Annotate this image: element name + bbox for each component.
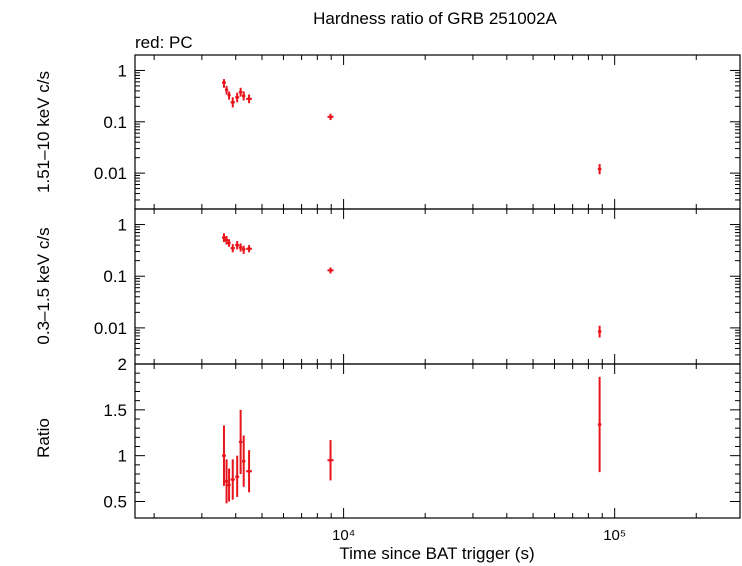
y-tick-label: 0.1 [103,267,127,286]
y-tick-label: 1.5 [103,401,127,420]
point-marker [231,477,235,482]
point-marker [227,93,231,97]
y-tick-label: 0.1 [103,113,127,132]
point-marker [239,440,243,444]
point-marker [247,97,251,101]
data-point [224,236,229,245]
point-marker [235,475,239,479]
chart-title: Hardness ratio of GRB 251002A [313,9,557,28]
point-marker [239,245,243,250]
panel-frame [134,208,741,365]
data-point [238,87,243,97]
y-tick-label: 1 [118,447,127,466]
data-point [597,164,602,175]
middle-panel-ylabel: 0.3–1.5 keV c/s [34,227,53,344]
point-marker [222,454,226,458]
point-marker [242,94,246,98]
data-point [227,91,231,100]
point-marker [224,238,229,242]
data-point [222,233,226,242]
point-marker [328,268,333,272]
y-tick-label: 2 [118,355,127,374]
data-point [597,325,602,338]
data-point [246,245,252,253]
point-marker [231,246,235,250]
y-tick-label: 0.01 [94,164,127,183]
point-marker [242,247,246,252]
panel-middle: 1 0.1 0.01 [94,208,741,365]
data-point [242,245,246,254]
point-marker [247,247,251,251]
data-point [597,376,602,473]
point-marker [598,167,602,171]
data-point [242,435,246,487]
data-point [327,440,334,481]
point-marker [222,80,226,85]
panel-bottom: 2 1.5 1 0.5 10⁴ 10⁵ [103,355,741,544]
x-axis-label: Time since BAT trigger (s) [339,544,534,563]
y-tick-label: 0.01 [94,319,127,338]
data-point [242,91,246,101]
point-marker [598,422,602,427]
data-point [227,468,231,502]
data-point [246,450,252,493]
data-point [224,459,229,504]
bottom-panel-ylabel: Ratio [34,418,53,458]
data-point [230,97,235,108]
data-point [238,243,243,252]
point-marker [239,90,243,94]
point-marker [247,469,251,473]
data-point [235,241,240,250]
y-tick-label: 1 [118,61,127,80]
point-marker [235,243,239,247]
point-marker [224,479,229,483]
data-point [238,409,243,474]
data-point [222,425,226,486]
point-marker [598,329,602,334]
point-marker [328,458,333,462]
data-point [235,92,240,103]
data-point [230,244,235,253]
point-marker [224,88,229,92]
data-point [222,79,226,88]
legend-note: red: PC [135,33,193,52]
point-marker [222,235,226,240]
panel-frame [134,54,741,210]
data-point [224,85,229,95]
x-tick-label: 10⁵ [603,527,626,544]
data-point [246,94,252,104]
point-marker [235,95,239,99]
data-point [227,239,231,247]
data-point [327,113,334,121]
point-marker [328,115,333,119]
point-marker [231,100,235,104]
x-tick-label: 10⁴ [332,527,355,544]
point-marker [227,483,231,487]
y-tick-label: 1 [118,216,127,235]
panels-layer: 1 0.1 0.01 1 0.1 0.01 2 1.5 1 0.5 10⁴ 10⁵ [94,54,741,544]
panel-frame [134,363,741,519]
point-marker [227,241,231,245]
data-point [230,459,235,500]
y-tick-label: 0.5 [103,493,127,512]
panel-top: 1 0.1 0.01 [94,54,741,210]
data-point [235,455,240,497]
point-marker [242,459,246,463]
top-panel-ylabel: 1.51–10 keV c/s [34,71,53,193]
data-point [327,267,334,274]
